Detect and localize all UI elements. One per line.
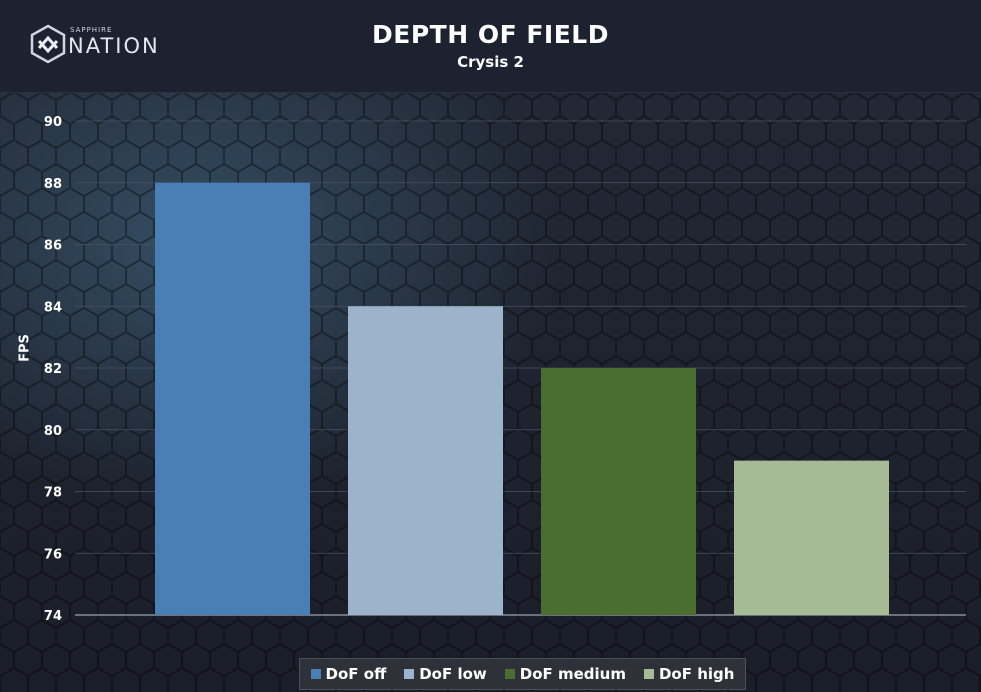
legend-item-dof-high: DoF high (643, 665, 735, 683)
legend: DoF off DoF low DoF medium DoF high (299, 658, 746, 690)
sapphire-nation-logo: SAPPHIRE NATION (28, 24, 168, 68)
logo-icon (30, 24, 66, 64)
y-tick-label: 74 (44, 609, 62, 624)
y-tick-label: 76 (44, 547, 62, 562)
y-tick-label: 78 (44, 486, 62, 501)
logo-brand-main: NATION (68, 34, 160, 58)
legend-label: DoF off (325, 665, 387, 683)
chart-subtitle: Crysis 2 (457, 53, 524, 71)
bar-dof-off (155, 182, 310, 615)
legend-swatch (643, 669, 654, 679)
logo-brand-top: SAPPHIRE (70, 26, 113, 34)
legend-label: DoF high (658, 665, 735, 683)
y-tick-label: 80 (44, 424, 62, 439)
legend-swatch (504, 669, 515, 679)
legend-swatch (404, 669, 415, 679)
y-axis-label: FPS (17, 334, 33, 362)
chart-header: SAPPHIRE NATION DEPTH OF FIELD Crysis 2 (0, 0, 981, 93)
legend-item-dof-low: DoF low (404, 665, 487, 683)
chart-title: DEPTH OF FIELD (371, 20, 609, 49)
legend-item-dof-off: DoF off (310, 665, 387, 683)
bar-dof-high (734, 460, 889, 615)
legend-label: DoF medium (519, 665, 626, 683)
y-tick-label: 90 (44, 115, 62, 130)
bar-dof-medium (541, 368, 696, 615)
y-tick-label: 84 (44, 300, 62, 315)
legend-item-dof-medium: DoF medium (504, 665, 626, 683)
y-tick-label: 86 (44, 239, 62, 254)
legend-swatch (310, 669, 321, 679)
bar-dof-low (348, 306, 503, 615)
y-tick-label: 88 (44, 177, 62, 192)
y-tick-label: 82 (44, 362, 62, 377)
legend-label: DoF low (419, 665, 487, 683)
